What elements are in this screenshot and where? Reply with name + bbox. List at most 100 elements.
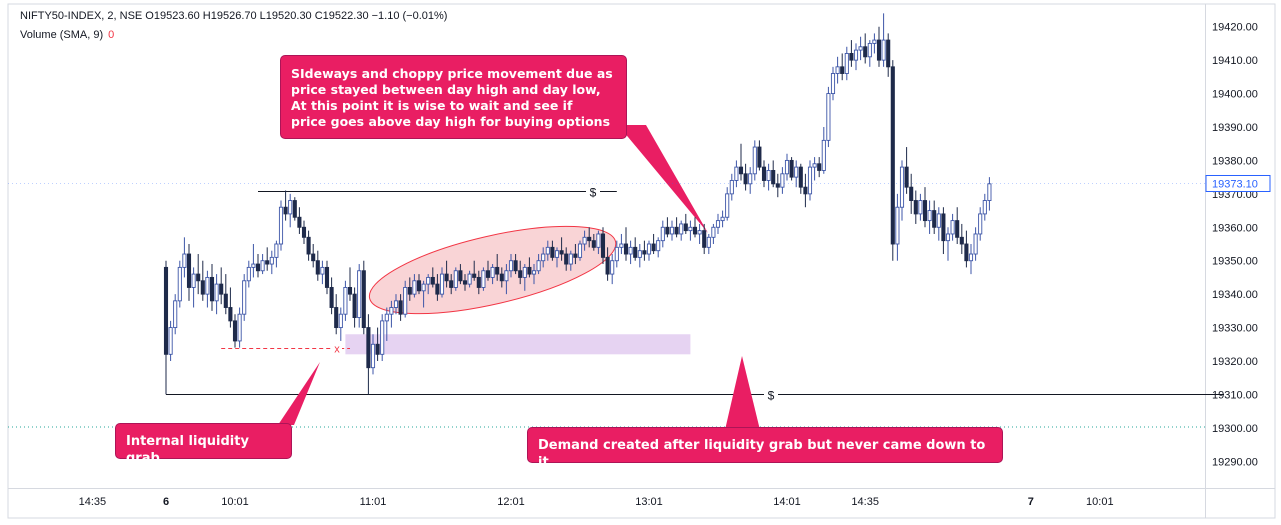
- candle-body: [564, 253, 569, 265]
- candle-body: [430, 276, 435, 285]
- candle-body: [656, 240, 661, 252]
- candle-body: [242, 280, 247, 315]
- candle-body: [757, 146, 762, 168]
- candle-body: [849, 53, 854, 61]
- candle-body: [209, 276, 215, 302]
- candle-body: [610, 260, 615, 275]
- candle-body: [895, 206, 900, 245]
- candle-body: [554, 250, 560, 258]
- candle-body: [794, 166, 799, 178]
- candle-body: [545, 246, 550, 255]
- candle-body: [858, 46, 863, 51]
- candle-body: [531, 270, 537, 275]
- candle-body: [628, 246, 633, 255]
- x-marker-bg: [332, 342, 342, 354]
- candle-body: [642, 250, 647, 255]
- callout-internal-liquidity[interactable]: Internal liquidity grab: [115, 423, 292, 466]
- last-price-tag: [1205, 174, 1271, 192]
- volume-indicator[interactable]: Volume (SMA, 9) 0: [20, 29, 114, 41]
- y-tick-label: 19350.00: [1212, 256, 1258, 268]
- candle-body: [711, 226, 716, 238]
- candle-body: [669, 226, 675, 235]
- candle-body: [927, 210, 932, 222]
- candle-body: [182, 253, 187, 268]
- candle-body: [683, 223, 688, 232]
- candle-body: [274, 243, 279, 258]
- candle-body: [748, 173, 753, 185]
- y-tick-label: 19320.00: [1212, 356, 1258, 368]
- candle-body: [453, 270, 458, 288]
- candle-body: [692, 226, 698, 235]
- candle-body: [876, 39, 882, 61]
- candle-body: [380, 320, 385, 355]
- candle-body: [932, 210, 937, 228]
- candle-body: [743, 173, 748, 185]
- candle-body: [651, 243, 656, 252]
- candle-body: [559, 250, 564, 255]
- callout-demand[interactable]: Demand created after liquidity grab but …: [527, 427, 1003, 470]
- candle-body: [255, 263, 261, 272]
- candle-body: [343, 287, 348, 315]
- candle-body: [283, 206, 288, 215]
- candle-body: [582, 236, 587, 245]
- candle-body: [329, 287, 334, 308]
- candle-body: [301, 226, 307, 238]
- candle-body: [872, 39, 877, 44]
- candle-body: [384, 313, 389, 322]
- candle-body: [357, 270, 362, 318]
- dollar-marker-bg: [764, 387, 778, 402]
- candle-body: [334, 307, 339, 329]
- x-tick-label: 7: [1028, 496, 1034, 508]
- candle-body: [338, 313, 343, 329]
- callout-sideways-line: At this point it is wise to wait and see…: [291, 98, 573, 113]
- candle-body: [605, 256, 610, 275]
- candle-body: [228, 307, 233, 322]
- candle-body: [361, 270, 366, 329]
- y-tick-label: 19340.00: [1212, 289, 1258, 301]
- candle-body: [766, 170, 771, 181]
- candle-body: [513, 260, 518, 272]
- dollar-marker: $: [590, 186, 597, 200]
- candle-body: [665, 226, 670, 235]
- candle-body: [541, 253, 546, 262]
- candle-body: [389, 307, 394, 315]
- candle-body: [536, 260, 541, 272]
- candle-body: [637, 250, 642, 258]
- x-tick-label: 13:01: [635, 496, 663, 508]
- candle-body: [835, 66, 840, 74]
- candle-body: [426, 276, 431, 285]
- dollar-marker-bg: [586, 184, 600, 199]
- candle-body: [798, 166, 803, 188]
- callout-sideways-line: SIdeways and choppy price movement due a…: [291, 66, 613, 81]
- candle-body: [596, 233, 601, 248]
- candle-body: [416, 280, 422, 292]
- candle-body: [964, 243, 969, 262]
- demand-zone: [345, 334, 691, 355]
- y-tick-label: 19360.00: [1212, 222, 1258, 234]
- callout-sideways-pointer: [618, 125, 708, 233]
- candle-body: [467, 273, 472, 285]
- last-price-label: 19373.10: [1212, 178, 1258, 190]
- candle-body: [936, 213, 941, 228]
- candle-body: [909, 186, 914, 201]
- candle-body: [173, 300, 178, 329]
- candle-body: [591, 240, 596, 248]
- x-tick-label: 10:01: [1086, 496, 1114, 508]
- candle-body: [826, 93, 831, 141]
- y-tick-label: 19290.00: [1212, 456, 1258, 468]
- candle-body: [352, 293, 357, 318]
- candle-body: [830, 73, 836, 95]
- y-tick-label: 19330.00: [1212, 323, 1258, 335]
- candle-body: [458, 270, 463, 282]
- candle-body: [867, 42, 872, 58]
- candle-body: [573, 253, 578, 258]
- candle-body: [265, 260, 270, 265]
- y-tick-label: 19410.00: [1212, 55, 1258, 67]
- callout-sideways[interactable]: SIdeways and choppy price movement due a…: [280, 55, 627, 139]
- candle-body: [504, 270, 509, 282]
- candle-body: [311, 253, 316, 262]
- candle-body: [987, 183, 992, 201]
- candle-body: [246, 266, 251, 282]
- candle-body: [288, 200, 293, 215]
